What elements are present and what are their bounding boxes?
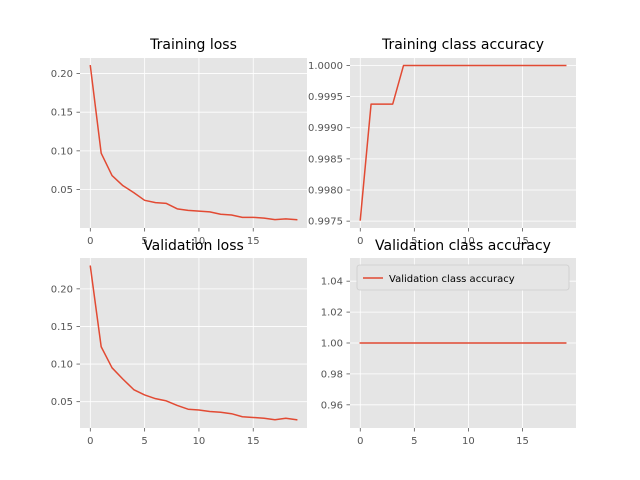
validation-class-accuracy-x-tick-label: 10 [462, 436, 475, 447]
validation-class-accuracy-x-tick-label: 0 [357, 436, 363, 447]
training-class-accuracy-plot-area [350, 58, 576, 228]
validation-class-accuracy-y-tick-label: 1.00 [321, 339, 343, 350]
training-class-accuracy-series-line [359, 64, 567, 221]
training-loss-x-tick-label: 0 [87, 236, 93, 247]
validation-loss-panel: 0 5 10 15 0.05 0.10 0.15 0.20 [51, 258, 307, 447]
training-class-accuracy-panel: 0 5 10 15 0.9975 0.9980 0.9985 0.9990 0.9995 1.00… [308, 58, 576, 247]
training-class-accuracy-y-tick-label: 0.9990 [308, 123, 343, 134]
training-loss-plot-area [80, 58, 307, 228]
validation-loss-x-tick-label: 5 [141, 436, 147, 447]
validation-loss-title: Validation loss [143, 238, 244, 254]
validation-class-accuracy-legend-label: Validation class accuracy [389, 274, 515, 285]
validation-loss-y-tick-label: 0.15 [51, 322, 73, 333]
training-loss-y-tick-label: 0.15 [51, 108, 73, 119]
training-class-accuracy-y-tick-label: 0.9975 [308, 217, 343, 228]
validation-class-accuracy-legend: Validation class accuracy [356, 264, 570, 291]
validation-class-accuracy-panel: 0 5 10 15 0.96 0.98 1.00 1.02 1.04 Validation cla… [321, 258, 576, 447]
training-loss-title: Training loss [149, 37, 237, 53]
validation-loss-x-tick-label: 15 [247, 436, 260, 447]
training-loss-y-tick-label: 0.10 [51, 146, 73, 157]
validation-class-accuracy-y-tick-label: 0.96 [321, 400, 343, 411]
training-class-accuracy-y-tick-label: 0.9995 [308, 92, 343, 103]
training-class-accuracy-x-tick-label: 15 [516, 236, 529, 247]
training-class-accuracy-x-tick-label: 0 [357, 236, 363, 247]
validation-loss-x-tick-label: 0 [87, 436, 93, 447]
validation-loss-y-tick-label: 0.10 [51, 360, 73, 371]
validation-class-accuracy-x-tick-label: 15 [516, 436, 529, 447]
training-class-accuracy-x-tick-label: 10 [462, 236, 475, 247]
validation-loss-y-tick-label: 0.20 [51, 284, 73, 295]
validation-class-accuracy-x-tick-label: 5 [411, 436, 417, 447]
validation-class-accuracy-y-tick-label: 0.98 [321, 369, 343, 380]
validation-loss-plot-area [80, 258, 307, 428]
validation-loss-series-line [89, 265, 298, 421]
validation-class-accuracy-y-tick-label: 1.04 [321, 277, 343, 288]
training-class-accuracy-y-tick-label: 1.0000 [308, 61, 343, 72]
training-loss-x-tick-label: 5 [141, 236, 147, 247]
training-loss-y-tick-label: 0.20 [51, 69, 73, 80]
training-loss-x-tick-label: 15 [247, 236, 260, 247]
validation-class-accuracy-legend-box [356, 264, 570, 291]
training-loss-series-line [89, 64, 298, 221]
training-loss-panel: 0 5 10 15 0.05 0.10 0.15 0.20 [51, 58, 307, 247]
validation-class-accuracy-y-tick-label: 1.02 [321, 308, 343, 319]
training-loss-y-tick-label: 0.05 [51, 185, 73, 196]
training-class-accuracy-x-tick-label: 5 [411, 236, 417, 247]
training-class-accuracy-title: Training class accuracy [381, 37, 544, 53]
validation-loss-x-tick-label: 10 [193, 436, 206, 447]
training-class-accuracy-y-tick-label: 0.9980 [308, 186, 343, 197]
validation-loss-y-tick-label: 0.05 [51, 397, 73, 408]
training-class-accuracy-y-tick-label: 0.9985 [308, 154, 343, 165]
validation-class-accuracy-title: Validation class accuracy [375, 238, 551, 254]
training-loss-x-tick-label: 10 [193, 236, 206, 247]
